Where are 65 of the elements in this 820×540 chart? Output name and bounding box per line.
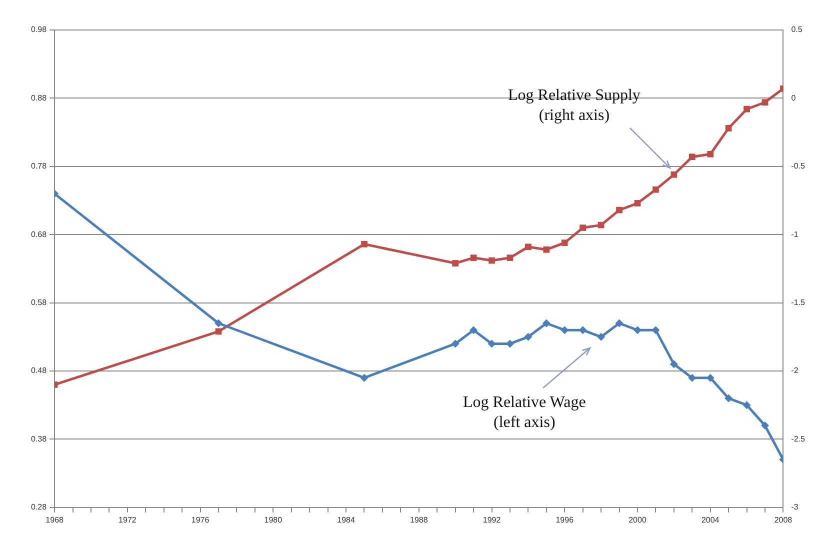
y-tick-label: 0.88 xyxy=(30,93,48,102)
y2-tick-label: -3 xyxy=(791,502,799,512)
point xyxy=(560,326,569,334)
point xyxy=(470,326,478,334)
point xyxy=(360,374,368,382)
y-tick-label: 0.58 xyxy=(30,298,48,308)
y2-tick-label: -2 xyxy=(791,366,799,376)
point xyxy=(742,401,751,410)
annotation: Log Relative Wage (left axis) xyxy=(463,393,586,433)
point xyxy=(761,422,769,430)
point xyxy=(670,171,678,178)
y-tick-label: 0.48 xyxy=(30,366,48,376)
x-tick-label: 1988 xyxy=(410,515,428,524)
point xyxy=(452,260,459,266)
point xyxy=(488,257,495,264)
x-tick-label: 1992 xyxy=(482,515,502,524)
point xyxy=(214,319,223,328)
y2-tick-label: 0 xyxy=(791,93,796,102)
x-tick-label: 1984 xyxy=(337,515,356,524)
x-tick-label: 1996 xyxy=(556,515,574,524)
point xyxy=(361,240,368,248)
y2-tick-label: -2.5 xyxy=(791,434,806,444)
point xyxy=(543,246,550,253)
point xyxy=(616,206,622,214)
annotation: Log Relative Supply (right axis) xyxy=(508,86,640,126)
point xyxy=(744,106,750,112)
point xyxy=(725,125,732,132)
point xyxy=(615,319,624,328)
point xyxy=(525,244,532,250)
x-tick-label: 1980 xyxy=(264,515,283,524)
point xyxy=(580,224,586,231)
point xyxy=(470,254,477,261)
point xyxy=(578,326,587,334)
point xyxy=(524,332,532,341)
point xyxy=(451,340,460,348)
x-tick-label: 2004 xyxy=(701,515,720,524)
point xyxy=(688,154,696,160)
y2-tick-label: 0.5 xyxy=(791,25,803,34)
x-tick-label: 1972 xyxy=(118,515,137,524)
point xyxy=(688,374,696,382)
point xyxy=(706,374,714,382)
y-tick-label: 0.68 xyxy=(30,230,48,239)
y2-tick-label: -1 xyxy=(791,230,799,239)
y2-tick-label: -1.5 xyxy=(791,298,806,308)
point xyxy=(633,326,642,334)
x-tick-label: 2000 xyxy=(628,515,647,524)
y-tick-label: 0.38 xyxy=(30,434,48,444)
point xyxy=(561,240,568,246)
point xyxy=(670,360,678,368)
y-tick-label: 0.78 xyxy=(30,162,48,171)
point xyxy=(762,99,768,106)
point xyxy=(542,319,550,328)
point xyxy=(652,186,659,193)
y-tick-label: 0.98 xyxy=(30,25,48,34)
point xyxy=(506,254,514,261)
point xyxy=(707,150,714,158)
point xyxy=(724,394,733,402)
x-tick-label: 2008 xyxy=(774,515,793,524)
point xyxy=(634,200,641,206)
x-tick-label: 1976 xyxy=(191,515,210,524)
y-tick-label: 0.28 xyxy=(30,502,48,512)
x-tick-label: 1968 xyxy=(46,515,64,524)
point xyxy=(597,332,606,341)
y2-tick-label: -0.5 xyxy=(791,162,806,171)
point xyxy=(652,326,660,334)
